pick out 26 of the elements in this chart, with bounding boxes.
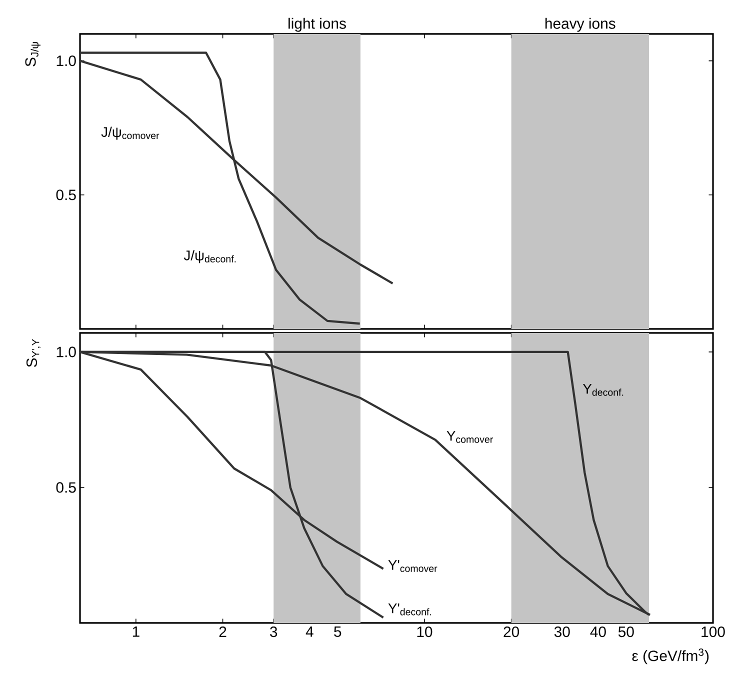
series-label: Υ'$_{deconf.}$ — [388, 604, 432, 616]
series-label: Υ$_{deconf.}$ — [582, 384, 624, 396]
y-tick-label: 0.5 — [56, 190, 76, 200]
x-tick-label: 4 — [306, 626, 314, 637]
x-tick-label: 100 — [702, 626, 725, 638]
x-tick-label: 2 — [219, 626, 226, 637]
x-tick-label: 1 — [132, 626, 140, 637]
x-tick-label: 3 — [270, 626, 278, 638]
x-tick-label: 30 — [554, 626, 570, 638]
x-tick-label: 10 — [417, 626, 432, 638]
series-label: Υ$_{comover}$ — [446, 431, 493, 443]
y-axis-title: S$_{Υ',Υ}$ — [26, 339, 40, 367]
y-tick-label: 1.0 — [56, 56, 76, 66]
x-tick-label: 40 — [590, 626, 606, 638]
series-label: J/ψ$_{comover}$ — [101, 126, 160, 140]
y-tick-label: 0.5 — [56, 482, 76, 493]
series-label: Υ'$_{comover}$ — [388, 560, 438, 572]
y-axis-title: S$_{J/ψ}$ — [25, 42, 40, 66]
x-tick-label: 50 — [618, 626, 634, 638]
x-tick-label: 20 — [504, 626, 520, 638]
x-axis-title: ε (GeV/fm$^{3}$) — [632, 648, 709, 664]
text: J/ψ$_{deconf.}$ — [184, 250, 236, 264]
band-label: heavy ions — [545, 18, 616, 32]
y-tick-label: 1.0 — [56, 346, 76, 358]
band-label: light ions — [288, 18, 346, 32]
x-tick-label: 5 — [334, 626, 342, 637]
